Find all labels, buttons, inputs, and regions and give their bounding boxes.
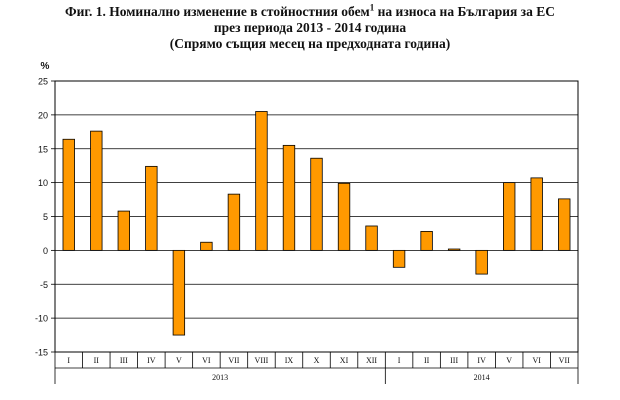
title-line-1-suffix: на износа на България за ЕС [374, 4, 555, 19]
bar [392, 249, 406, 268]
bar [475, 249, 488, 275]
bar [117, 210, 130, 251]
title-line-1: Фиг. 1. Номинално изменение в стойностни… [0, 2, 620, 20]
bar [447, 248, 461, 251]
y-tick-label: -15 [35, 348, 48, 358]
title-line-2: през периода 2013 - 2014 година [213, 20, 407, 35]
x-tick-label: V [506, 356, 512, 365]
y-tick-label: 25 [38, 77, 48, 87]
x-tick-label: II [424, 356, 430, 365]
title-footnote-mark: 1 [369, 2, 375, 13]
y-tick-label: 5 [43, 212, 48, 222]
title-line-1-prefix: Фиг. 1. Номинално изменение в стойностни… [65, 4, 370, 19]
x-tick-label: II [94, 356, 100, 365]
bar [420, 231, 433, 251]
x-tick-label: I [398, 356, 401, 365]
bar [62, 138, 75, 251]
bar [227, 193, 241, 251]
x-tick-label: VI [202, 356, 211, 365]
bar [558, 198, 571, 251]
y-axis-label: % [41, 61, 50, 72]
x-tick-label: III [120, 356, 128, 365]
x-tick-label: I [67, 356, 70, 365]
bar [530, 177, 543, 251]
bar [255, 111, 268, 251]
x-tick-label: III [450, 356, 458, 365]
bar [90, 130, 103, 251]
bar [200, 241, 213, 251]
group-label: 2013 [212, 373, 228, 382]
x-tick-label: V [176, 356, 182, 365]
y-tick-label: -10 [35, 314, 48, 324]
bar [365, 225, 378, 251]
y-tick-label: 20 [38, 110, 48, 120]
x-tick-label: IX [285, 356, 294, 365]
bar [282, 144, 296, 251]
x-tick-label: XI [340, 356, 349, 365]
x-tick-label: X [314, 356, 320, 365]
bar [337, 182, 351, 251]
y-tick-label: 0 [43, 246, 48, 256]
bar [145, 165, 158, 251]
x-tick-label: XII [366, 356, 377, 365]
x-tick-label: VIII [255, 356, 269, 365]
bar [503, 182, 516, 251]
bar [310, 157, 323, 251]
x-tick-label: IV [477, 356, 486, 365]
bar [172, 249, 186, 336]
chart-title: Фиг. 1. Номинално изменение в стойностни… [0, 2, 620, 52]
y-tick-label: 10 [38, 178, 48, 188]
x-tick-label: VII [228, 356, 239, 365]
y-tick-label: 15 [38, 144, 48, 154]
y-tick-label: -5 [40, 280, 48, 290]
x-tick-label: VII [559, 356, 570, 365]
group-label: 2014 [474, 373, 490, 382]
title-line-3: (Спрямо същия месец на предходната годин… [169, 36, 451, 51]
x-tick-label: VI [532, 356, 541, 365]
x-tick-label: IV [147, 356, 156, 365]
